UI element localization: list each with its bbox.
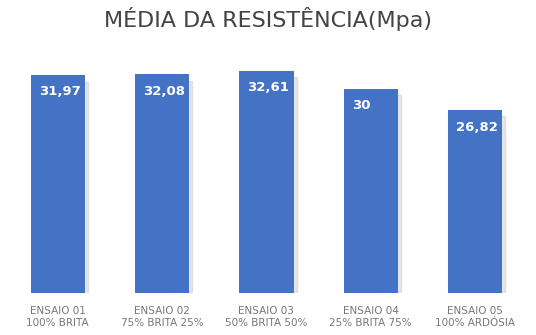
Text: 31,97: 31,97 bbox=[39, 85, 80, 98]
Text: 30: 30 bbox=[352, 99, 370, 112]
Text: 26,82: 26,82 bbox=[456, 121, 498, 134]
Bar bbox=[135, 74, 189, 293]
Bar bbox=[448, 110, 502, 293]
Bar bbox=[451, 116, 505, 293]
Title: MÉDIA DA RESISTÊNCIA(Mpa): MÉDIA DA RESISTÊNCIA(Mpa) bbox=[104, 7, 432, 31]
Text: 32,08: 32,08 bbox=[143, 85, 185, 97]
Bar bbox=[138, 81, 192, 293]
Bar bbox=[347, 95, 401, 293]
Bar bbox=[239, 71, 294, 293]
Bar bbox=[31, 75, 85, 293]
Text: 32,61: 32,61 bbox=[248, 81, 289, 94]
Bar bbox=[344, 88, 398, 293]
Bar bbox=[242, 77, 297, 293]
Bar bbox=[34, 82, 88, 293]
